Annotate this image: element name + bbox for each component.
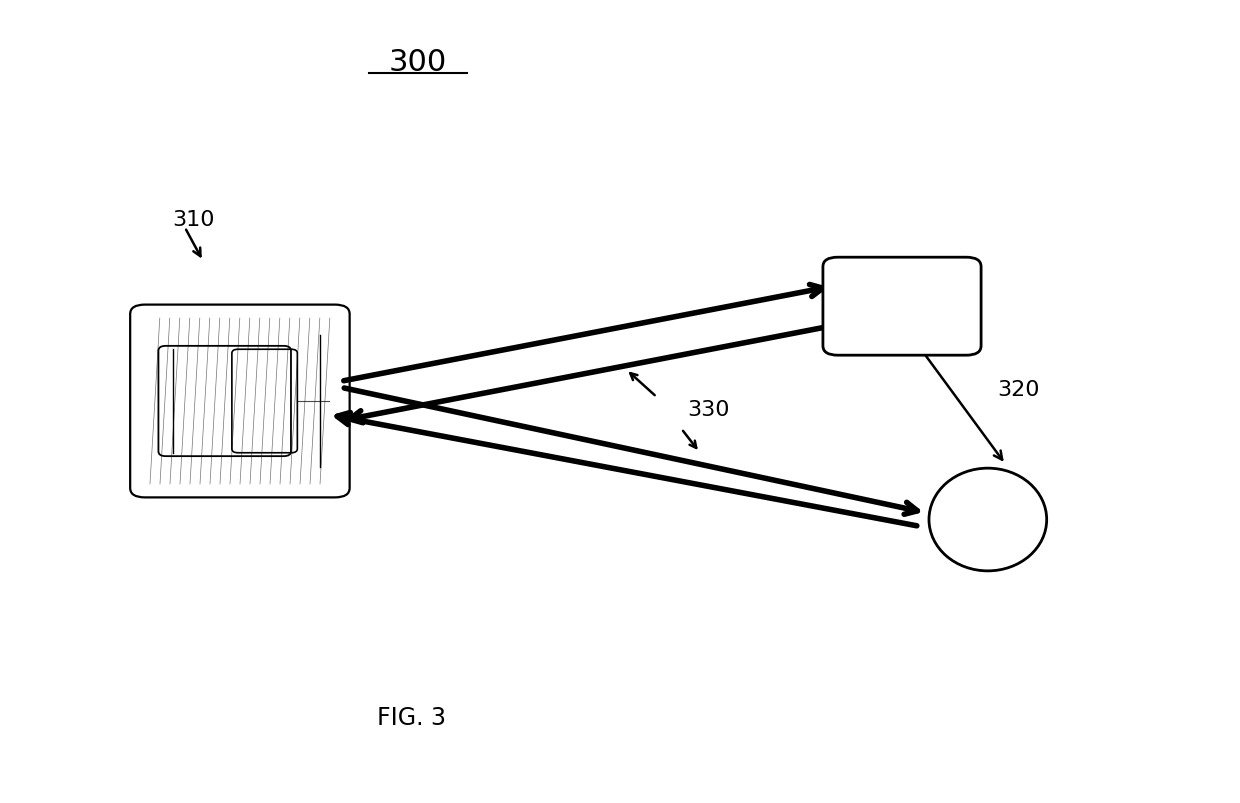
FancyBboxPatch shape — [823, 258, 981, 356]
Text: 300: 300 — [388, 47, 446, 76]
Text: 310: 310 — [172, 210, 215, 230]
Text: 330: 330 — [687, 399, 730, 419]
Ellipse shape — [929, 469, 1047, 571]
Text: FIG. 3: FIG. 3 — [377, 705, 446, 729]
Text: 320: 320 — [997, 380, 1039, 400]
